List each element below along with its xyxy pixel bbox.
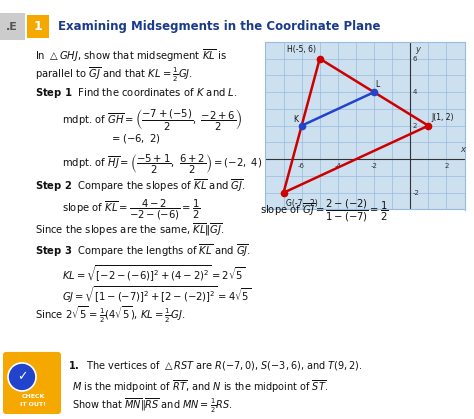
Text: $KL = \sqrt{[-2-(-6)]^2 + (4-2)^2} = 2\sqrt{5}$: $KL = \sqrt{[-2-(-6)]^2 + (4-2)^2} = 2\s… [62, 264, 245, 284]
Text: slope of $\overline{GJ} = \dfrac{2-(-2)}{1-(-7)} = \dfrac{1}{2}$: slope of $\overline{GJ} = \dfrac{2-(-2)}… [260, 198, 389, 224]
Text: In $\triangle GHJ$, show that midsegment $\overline{KL}$ is: In $\triangle GHJ$, show that midsegment… [35, 47, 227, 64]
Text: $= (-6,\ 2)$: $= (-6,\ 2)$ [110, 132, 161, 145]
Text: G(-7, -2): G(-7, -2) [286, 199, 318, 207]
Text: $\mathbf{Step\ 3}$  Compare the lengths of $\overline{KL}$ and $\overline{GJ}$.: $\mathbf{Step\ 3}$ Compare the lengths o… [35, 243, 251, 259]
Text: CHECK: CHECK [21, 394, 45, 399]
Text: 1: 1 [34, 20, 42, 33]
Text: 6: 6 [413, 56, 418, 62]
Text: ✓: ✓ [17, 370, 27, 383]
Text: mdpt. of $\overline{HJ} = \left(\dfrac{-5+1}{2},\ \dfrac{6+2}{2}\right) = (-2,\ : mdpt. of $\overline{HJ} = \left(\dfrac{-… [62, 153, 262, 176]
Text: $\mathbf{1.}$  The vertices of $\triangle RST$ are $R(-7, 0)$, $S(-3, 6)$, and $: $\mathbf{1.}$ The vertices of $\triangle… [68, 359, 363, 372]
Text: .E: .E [6, 22, 18, 32]
Text: 2: 2 [444, 163, 448, 169]
Text: Examining Midsegments in the Coordinate Plane: Examining Midsegments in the Coordinate … [58, 20, 381, 33]
Text: IT OUT!: IT OUT! [20, 403, 46, 408]
Text: H(-5, 6): H(-5, 6) [287, 46, 316, 54]
Text: J(1, 2): J(1, 2) [431, 114, 454, 122]
Text: 2: 2 [413, 123, 417, 129]
Text: slope of $\overline{KL} = \dfrac{4-2}{-2-(-6)} = \dfrac{1}{2}$: slope of $\overline{KL} = \dfrac{4-2}{-2… [62, 198, 200, 222]
Text: y: y [415, 45, 420, 54]
Text: -2: -2 [413, 190, 420, 196]
Text: parallel to $\overline{GJ}$ and that $KL = \frac{1}{2}GJ$.: parallel to $\overline{GJ}$ and that $KL… [35, 65, 193, 84]
Text: $M$ is the midpoint of $\overline{RT}$, and $N$ is the midpoint of $\overline{ST: $M$ is the midpoint of $\overline{RT}$, … [72, 379, 328, 396]
Text: -4: -4 [334, 163, 341, 169]
Circle shape [8, 363, 36, 391]
Bar [0, 13, 25, 40]
Text: L: L [375, 80, 379, 89]
Text: 4: 4 [413, 89, 417, 95]
Text: Since $2\sqrt{5} = \frac{1}{2}(4\sqrt{5})$, $KL = \frac{1}{2}GJ$.: Since $2\sqrt{5} = \frac{1}{2}(4\sqrt{5}… [35, 305, 185, 325]
Text: K: K [293, 115, 298, 124]
Bar [27, 15, 49, 38]
Text: x: x [460, 145, 465, 154]
Text: Since the slopes are the same, $\overline{KL} \| \overline{GJ}$.: Since the slopes are the same, $\overlin… [35, 221, 225, 238]
Text: -6: -6 [298, 163, 305, 169]
Text: $\mathbf{Step\ 2}$  Compare the slopes of $\overline{KL}$ and $\overline{GJ}$.: $\mathbf{Step\ 2}$ Compare the slopes of… [35, 177, 246, 194]
FancyBboxPatch shape [3, 352, 61, 414]
Text: mdpt. of $\overline{GH} = \left(\dfrac{-7+(-5)}{2},\ \dfrac{-2+6}{2}\right)$: mdpt. of $\overline{GH} = \left(\dfrac{-… [62, 108, 242, 133]
Text: -2: -2 [371, 163, 377, 169]
Text: Show that $\overline{MN} \| \overline{RS}$ and $MN = \frac{1}{2}RS$.: Show that $\overline{MN} \| \overline{RS… [72, 397, 233, 415]
Text: $\mathbf{Step\ 1}$  Find the coordinates of $K$ and $L$.: $\mathbf{Step\ 1}$ Find the coordinates … [35, 85, 238, 100]
Text: $GJ = \sqrt{[1-(-7)]^2 + [2-(-2)]^2} = 4\sqrt{5}$: $GJ = \sqrt{[1-(-7)]^2 + [2-(-2)]^2} = 4… [62, 284, 251, 305]
